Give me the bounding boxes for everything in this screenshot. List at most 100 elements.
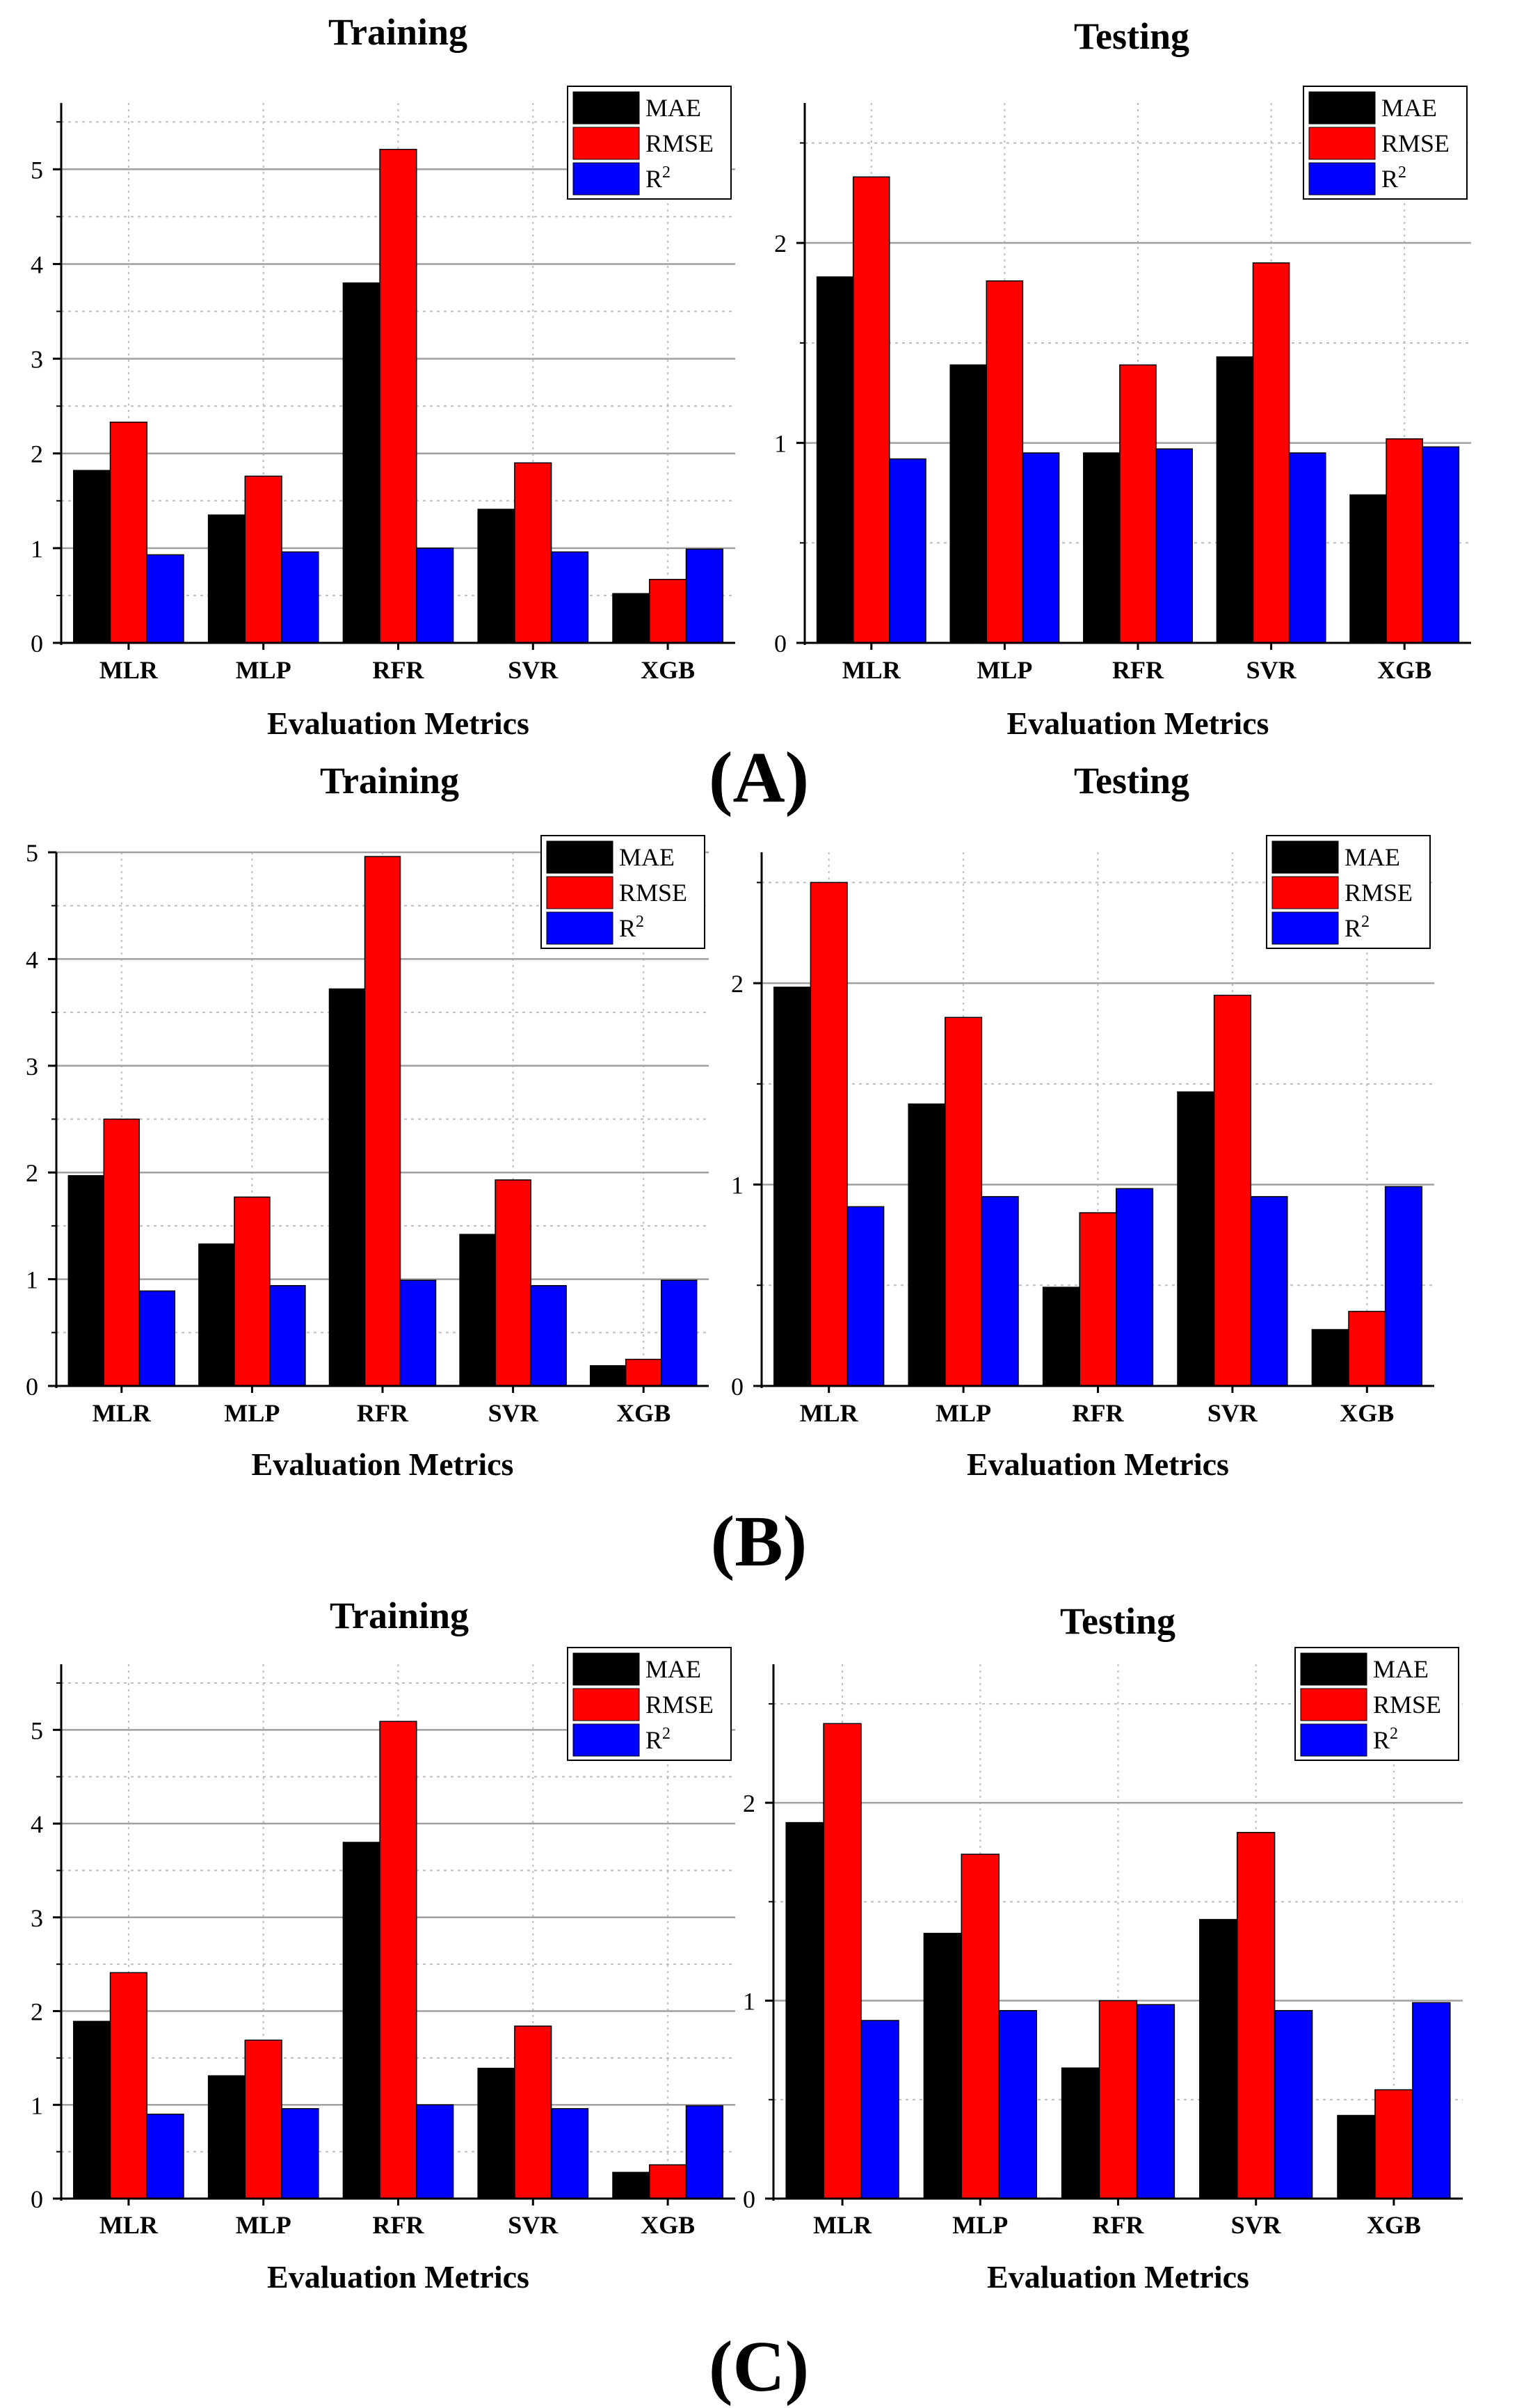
- legend-superscript: 2: [1361, 913, 1370, 931]
- y-tick-label: 1: [26, 1266, 38, 1294]
- bar-r2-xgb: [1422, 446, 1460, 644]
- legend-label-r2: R2: [1373, 1725, 1398, 1754]
- bar-r2-svr: [1288, 452, 1326, 644]
- x-tick-label-svr: SVR: [488, 1399, 539, 1427]
- bar-rmse-mlr: [103, 1118, 141, 1387]
- x-axis-label: Evaluation Metrics: [987, 2259, 1249, 2295]
- legend-label-rmse: RMSE: [645, 129, 714, 157]
- bar-rmse-rfr: [1119, 364, 1157, 644]
- bar-rmse-rfr: [379, 1721, 417, 2199]
- legend: MAE RMSE R2: [1303, 86, 1468, 200]
- x-tick-label-rfr: RFR: [373, 656, 425, 684]
- legend-swatch-r2: [572, 162, 640, 196]
- bar-mae-rfr: [342, 282, 380, 644]
- x-axis-label: Evaluation Metrics: [252, 1446, 514, 1482]
- bar-mae-xgb: [612, 2171, 650, 2199]
- x-tick-label-mlr: MLR: [842, 656, 901, 684]
- bar-r2-svr: [530, 1285, 567, 1387]
- legend-swatch-rmse: [572, 127, 640, 160]
- bar-r2-xgb: [685, 548, 723, 644]
- bar-rmse-mlp: [234, 1196, 271, 1387]
- bar-r2-mlr: [138, 1290, 176, 1387]
- bar-r2-rfr: [416, 548, 454, 644]
- bar-rmse-xgb: [1386, 438, 1423, 644]
- bar-mae-svr: [1199, 1919, 1238, 2199]
- y-tick-label: 2: [731, 970, 744, 998]
- chart-title: Testing: [1074, 15, 1189, 57]
- legend-label-r2: R2: [1345, 913, 1370, 942]
- x-axis-label: Evaluation Metrics: [267, 2259, 529, 2295]
- panel-label: (C): [709, 2327, 809, 2407]
- bar-rmse-mlr: [852, 176, 890, 644]
- x-tick-label-svr: SVR: [1231, 2211, 1282, 2239]
- bar-rmse-mlr: [810, 882, 848, 1387]
- y-tick-label: 0: [31, 2185, 43, 2213]
- legend-superscript: 2: [1390, 1725, 1398, 1743]
- bar-mae-rfr: [1083, 452, 1121, 644]
- x-tick-label-mlp: MLP: [952, 2211, 1008, 2239]
- legend-label-mae: MAE: [645, 94, 701, 122]
- legend-label-rmse: RMSE: [1381, 129, 1450, 157]
- panel-label: (B): [711, 1501, 808, 1581]
- x-tick-label-mlp: MLP: [936, 1399, 991, 1427]
- x-tick-label-svr: SVR: [1207, 1399, 1258, 1427]
- panel-label: (A): [709, 737, 809, 818]
- bar-mae-mlr: [73, 470, 111, 644]
- bar-r2-mlp: [269, 1285, 306, 1387]
- y-tick-label: 3: [31, 346, 43, 374]
- chart-2-testing: 0 1 2 MLR MLP RFR SVR XGB Testing Evaluation Metr…: [774, 15, 1471, 741]
- bar-mae-mlr: [73, 2020, 111, 2199]
- legend-label-mae: MAE: [1373, 1655, 1429, 1683]
- chart-3-training: 0 1 2 3 4 5 MLR MLP RFR SVR XGB Training Evaluation …: [26, 760, 709, 1482]
- y-tick-label: 1: [731, 1172, 744, 1199]
- legend: MAE RMSE R2: [1266, 835, 1431, 949]
- bar-rmse-mlp: [244, 475, 282, 644]
- bar-mae-svr: [1216, 356, 1254, 644]
- legend-swatch-rmse: [1271, 876, 1339, 909]
- legend-label-r2: R2: [645, 164, 671, 193]
- bar-r2-xgb: [685, 2105, 723, 2199]
- y-tick-label: 0: [26, 1373, 38, 1401]
- bar-rmse-svr: [1213, 994, 1251, 1387]
- bar-r2-svr: [550, 551, 589, 644]
- legend-swatch-r2: [572, 1723, 640, 1757]
- y-tick-label: 1: [31, 535, 43, 563]
- bar-rmse-mlp: [945, 1016, 983, 1387]
- bar-r2-svr: [1274, 2010, 1313, 2199]
- chart-title: Training: [320, 760, 459, 802]
- legend-swatch-r2: [1271, 911, 1339, 945]
- bar-r2-mlr: [860, 2020, 899, 2199]
- bar-mae-xgb: [589, 1365, 627, 1387]
- legend: MAE RMSE R2: [1294, 1647, 1459, 1761]
- legend-superscript: 2: [662, 164, 671, 182]
- legend-superscript: 2: [662, 1725, 671, 1743]
- legend-text: RMSE: [645, 1691, 714, 1719]
- x-tick-label-mlp: MLP: [224, 1399, 280, 1427]
- legend-text: R: [619, 914, 636, 942]
- legend-label-rmse: RMSE: [1373, 1691, 1441, 1719]
- bar-mae-svr: [477, 2067, 515, 2199]
- legend-label-r2: R2: [619, 913, 644, 942]
- legend-swatch-mae: [1308, 91, 1376, 125]
- legend-text: RMSE: [619, 879, 687, 907]
- bar-mae-mlp: [923, 1933, 963, 2199]
- y-tick-label: 1: [774, 430, 787, 458]
- bar-r2-rfr: [1116, 1188, 1154, 1387]
- chart-5-training: 0 1 2 3 4 5 MLR MLP RFR SVR XGB Training Evaluation …: [31, 1595, 735, 2295]
- x-tick-label-svr: SVR: [508, 2211, 559, 2239]
- bar-r2-mlp: [1022, 452, 1060, 644]
- x-tick-label-xgb: XGB: [1340, 1399, 1394, 1427]
- x-tick-label-xgb: XGB: [641, 656, 695, 684]
- y-tick-label: 3: [26, 1053, 38, 1081]
- legend-label-mae: MAE: [619, 843, 675, 871]
- bar-mae-xgb: [1337, 2114, 1376, 2199]
- bar-r2-mlr: [846, 1206, 885, 1387]
- y-tick-label: 1: [743, 1988, 755, 2016]
- bar-r2-mlp: [281, 2107, 319, 2199]
- legend-swatch-mae: [1300, 1652, 1367, 1686]
- chart-title: Testing: [1060, 1600, 1175, 1642]
- bar-mae-rfr: [1042, 1286, 1080, 1387]
- legend-text: RMSE: [645, 129, 714, 157]
- y-tick-label: 2: [743, 1789, 755, 1817]
